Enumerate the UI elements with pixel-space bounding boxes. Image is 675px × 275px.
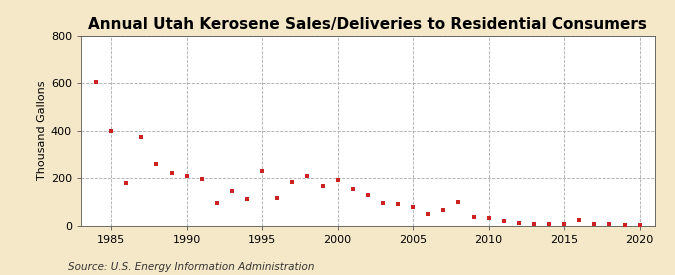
Point <box>196 177 207 182</box>
Point <box>634 223 645 227</box>
Point <box>166 171 177 175</box>
Point <box>453 200 464 204</box>
Point <box>106 128 117 133</box>
Y-axis label: Thousand Gallons: Thousand Gallons <box>36 81 47 180</box>
Point <box>272 196 283 200</box>
Point <box>483 216 494 221</box>
Point <box>211 201 222 205</box>
Text: Source: U.S. Energy Information Administration: Source: U.S. Energy Information Administ… <box>68 262 314 272</box>
Point <box>317 184 328 189</box>
Point <box>332 178 343 183</box>
Point <box>227 189 238 193</box>
Point <box>287 179 298 184</box>
Point <box>242 197 252 202</box>
Point <box>151 162 162 166</box>
Point <box>589 221 600 226</box>
Point <box>90 80 101 84</box>
Point <box>348 186 358 191</box>
Point <box>574 217 585 222</box>
Point <box>498 219 509 223</box>
Point <box>256 169 267 173</box>
Point <box>121 181 132 185</box>
Point <box>559 222 570 227</box>
Point <box>182 174 192 178</box>
Point <box>302 174 313 178</box>
Point <box>438 208 449 212</box>
Point <box>136 134 146 139</box>
Point <box>377 201 388 205</box>
Point <box>468 215 479 219</box>
Point <box>408 204 418 209</box>
Point <box>619 222 630 227</box>
Point <box>393 202 404 206</box>
Point <box>514 221 524 225</box>
Point <box>362 192 373 197</box>
Point <box>423 211 433 216</box>
Point <box>529 221 539 226</box>
Point <box>543 221 554 226</box>
Title: Annual Utah Kerosene Sales/Deliveries to Residential Consumers: Annual Utah Kerosene Sales/Deliveries to… <box>88 17 647 32</box>
Point <box>604 222 615 227</box>
